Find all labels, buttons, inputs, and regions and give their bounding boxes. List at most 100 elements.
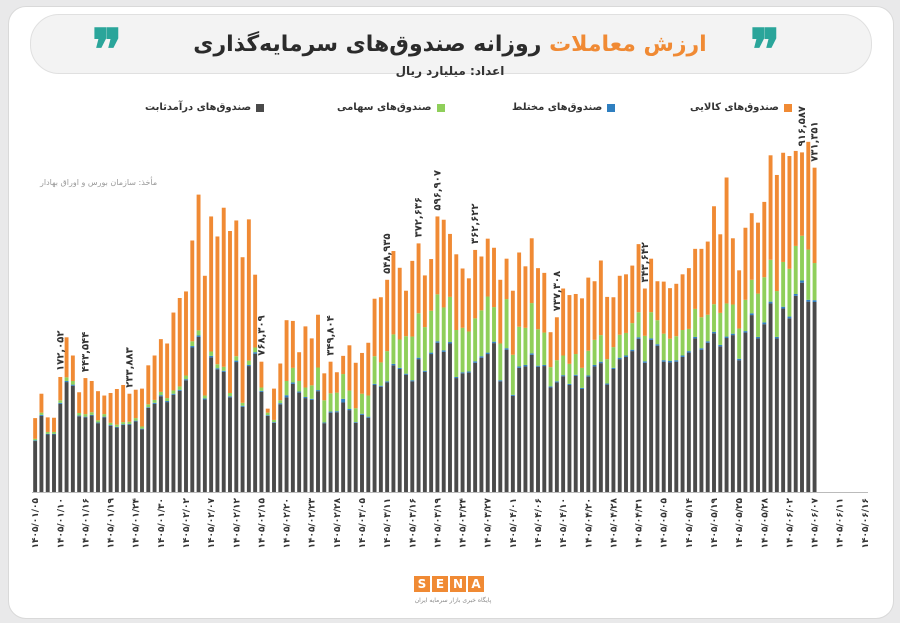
bar-equity [152, 399, 157, 403]
bar-fixed [140, 429, 144, 492]
bar-fixed [448, 343, 452, 492]
bar-commodity [479, 256, 484, 311]
bar-mixed [341, 398, 346, 403]
bar-fixed [510, 395, 515, 492]
bar-equity [96, 420, 100, 423]
bar-commodity [630, 265, 635, 324]
bar-fixed [366, 417, 371, 492]
bar-fixed [611, 368, 616, 492]
bar-fixed [83, 417, 88, 492]
bar-commodity [253, 274, 258, 348]
bar-mixed [140, 428, 144, 430]
bar-equity [278, 400, 283, 404]
bar-equity [712, 304, 716, 332]
data-label: ۷۳۱,۳۵۱ [810, 121, 821, 161]
bar-mixed [737, 358, 742, 361]
bar-equity [642, 335, 647, 362]
bar-fixed [422, 371, 427, 492]
bar-mixed [492, 341, 496, 344]
bar-fixed [127, 424, 132, 492]
bar-commodity [353, 362, 358, 409]
bar-commodity [366, 342, 371, 396]
bar-fixed [787, 318, 792, 492]
bar-commodity [793, 150, 798, 246]
bar-equity [190, 341, 195, 347]
bar-commodity [127, 393, 132, 422]
bar-fixed [353, 422, 358, 492]
bar-mixed [800, 280, 804, 283]
bar-commodity [196, 194, 201, 331]
bar-commodity [498, 279, 503, 344]
bar-equity [102, 414, 107, 417]
bar-mixed [655, 344, 660, 346]
bar-mixed [429, 352, 434, 355]
bar-mixed [642, 361, 647, 363]
bar-fixed [473, 362, 478, 492]
bar-commodity [592, 281, 597, 340]
bar-mixed [96, 422, 100, 424]
bar-commodity [580, 298, 584, 368]
bar-fixed [498, 381, 503, 492]
bar-equity [554, 360, 559, 382]
bar-mixed [391, 363, 396, 366]
bar-fixed [598, 363, 603, 492]
data-label: ۴۴۳,۵۴۴ [80, 332, 91, 372]
bar-commodity [309, 338, 314, 386]
bar-commodity [668, 288, 672, 339]
bar-equity [114, 424, 119, 427]
bar-mixed [309, 398, 314, 400]
bar-fixed [378, 386, 383, 492]
bar-fixed [246, 366, 251, 492]
bar-fixed [184, 380, 188, 492]
bar-mixed [52, 433, 56, 435]
bar-equity [215, 364, 220, 369]
bar-commodity [385, 279, 390, 352]
bar-equity [542, 332, 547, 365]
bar-fixed [567, 384, 572, 492]
bar-equity [523, 327, 528, 365]
bar-mixed [573, 374, 578, 376]
bar-fixed [705, 342, 710, 492]
bar-commodity [756, 222, 760, 294]
bar-fixed [165, 402, 170, 492]
bar-fixed [316, 391, 320, 492]
bar-commodity [202, 275, 207, 396]
bar-mixed [77, 415, 82, 417]
bar-fixed [33, 441, 38, 492]
bar-mixed [397, 367, 402, 369]
bar-mixed [686, 351, 691, 353]
bar-fixed [96, 423, 100, 492]
bar-fixed [397, 368, 402, 492]
bar-fixed [58, 403, 63, 492]
bar-equity [133, 418, 138, 421]
bar-mixed [529, 353, 534, 355]
bar-equity [140, 426, 144, 429]
bar-equity [347, 390, 352, 409]
bar-mixed [485, 352, 490, 355]
bar-commodity [573, 293, 578, 355]
bar-mixed [385, 381, 390, 383]
bar-equity [762, 277, 767, 323]
x-tick-label: ۱۴۰۵/۰۲/۲۸ [333, 498, 343, 549]
x-tick-label: ۱۴۰۵/۰۱/۱۰ [56, 498, 66, 549]
bar-equity [548, 367, 553, 387]
x-tick-label: ۱۴۰۵/۰۴/۰۶ [534, 498, 544, 549]
bar-equity [70, 380, 75, 385]
bar-mixed [479, 356, 484, 358]
data-label: ۵۴۸,۹۳۵ [382, 233, 393, 273]
bar-fixed [812, 301, 817, 492]
bar-fixed [190, 347, 195, 492]
bar-fixed [89, 415, 94, 492]
bar-fixed [693, 338, 698, 492]
bar-fixed [240, 406, 245, 492]
bar-equity [441, 307, 446, 351]
bar-fixed [391, 365, 396, 492]
bar-mixed [561, 375, 566, 377]
bar-equity [592, 339, 597, 365]
bar-commodity [536, 268, 540, 330]
bar-fixed [108, 425, 113, 492]
bar-equity [397, 339, 402, 368]
x-tick-label: ۱۴۰۵/۰۲/۱۵ [257, 498, 267, 549]
bar-equity [636, 312, 641, 338]
data-label: ۷۶۸,۳۰۹ [256, 315, 267, 355]
